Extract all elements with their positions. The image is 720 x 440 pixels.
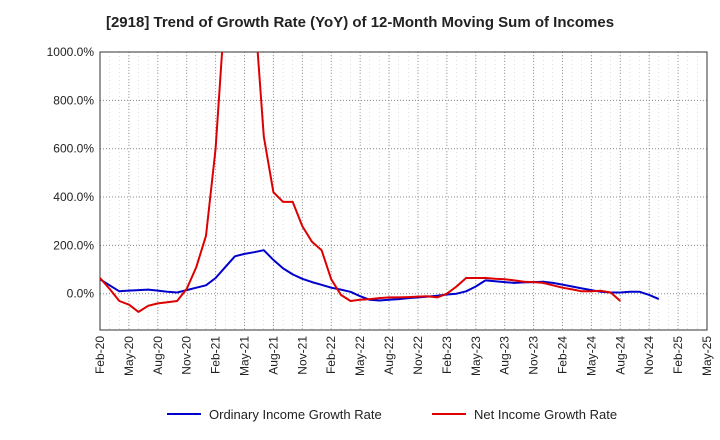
x-tick-label: Aug-24 <box>613 336 627 375</box>
x-tick-label: Nov-22 <box>411 336 425 375</box>
x-tick-label: Feb-22 <box>324 336 338 374</box>
x-tick-label: Feb-21 <box>209 336 223 374</box>
plot-frame <box>99 51 708 331</box>
x-tick-label: Feb-25 <box>671 336 685 374</box>
x-tick-label: Aug-21 <box>266 336 280 375</box>
x-tick-label: Nov-24 <box>642 336 656 375</box>
x-tick-label: Nov-20 <box>180 336 194 375</box>
x-tick-label: Feb-23 <box>440 336 454 374</box>
y-tick-label: 1000.0% <box>47 45 95 59</box>
x-tick-label: Feb-24 <box>555 336 569 374</box>
y-tick-label: 0.0% <box>67 287 95 301</box>
series-line-net-income <box>100 52 621 313</box>
chart-title: [2918] Trend of Growth Rate (YoY) of 12-… <box>105 14 615 31</box>
series-group <box>100 52 660 313</box>
x-tick-label: Feb-20 <box>93 336 107 374</box>
x-tick-label: Aug-22 <box>382 336 396 375</box>
x-tick-label: Nov-21 <box>295 336 309 375</box>
x-tick-label: May-20 <box>122 336 136 376</box>
legend-label-net-income: Net Income Growth Rate <box>474 407 617 422</box>
x-tick-label: May-21 <box>238 336 252 376</box>
x-tick-label: Aug-23 <box>498 336 512 375</box>
x-tick-label: May-22 <box>353 336 367 376</box>
y-tick-label: 800.0% <box>53 93 94 107</box>
x-tick-label: Nov-23 <box>527 336 541 375</box>
x-tick-label: May-24 <box>584 336 598 376</box>
x-tick-label: May-25 <box>700 336 714 376</box>
legend-label-ordinary-income: Ordinary Income Growth Rate <box>209 407 382 422</box>
x-tick-label: May-23 <box>469 336 483 376</box>
y-tick-label: 600.0% <box>53 142 94 156</box>
series-line-ordinary-income <box>100 249 660 302</box>
x-tick-label: Aug-20 <box>151 336 165 375</box>
y-tick-label: 400.0% <box>53 190 94 204</box>
y-tick-label: 200.0% <box>53 238 94 252</box>
